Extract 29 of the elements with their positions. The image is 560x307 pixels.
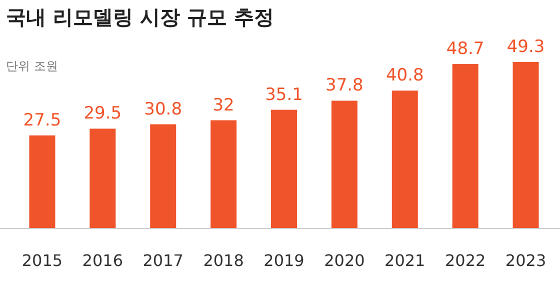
bar: [150, 124, 176, 228]
data-label: 29.5: [84, 104, 122, 124]
data-label: 27.5: [23, 110, 62, 130]
bar: [210, 120, 237, 228]
x-tick-label: 2016: [82, 251, 124, 270]
x-tick-label: 2023: [505, 251, 546, 270]
bar: [392, 90, 418, 228]
bar: [90, 128, 116, 228]
x-tick-label: 2021: [384, 251, 426, 270]
data-label: 37.8: [326, 76, 364, 96]
data-label: 30.8: [144, 99, 182, 120]
data-label: 40.8: [386, 66, 424, 86]
x-tick-label: 2022: [444, 251, 486, 270]
x-tick-label: 2015: [22, 251, 63, 270]
data-label: 49.3: [506, 37, 545, 57]
chart-subtitle: 단위 조원: [6, 59, 58, 73]
data-label: 32: [212, 95, 234, 116]
x-tick-label: 2018: [203, 251, 244, 270]
data-label: 48.7: [446, 39, 484, 60]
bar: [452, 64, 478, 228]
bar: [331, 100, 358, 228]
data-label: 35.1: [265, 84, 303, 105]
bar: [512, 62, 539, 228]
x-tick-label: 2017: [142, 251, 184, 270]
x-tick-label: 2019: [264, 251, 304, 270]
bar: [271, 110, 297, 228]
chart-title: 국내 리모델링 시장 규모 추정: [6, 5, 274, 29]
bar: [29, 135, 56, 228]
x-tick-label: 2020: [324, 251, 365, 270]
